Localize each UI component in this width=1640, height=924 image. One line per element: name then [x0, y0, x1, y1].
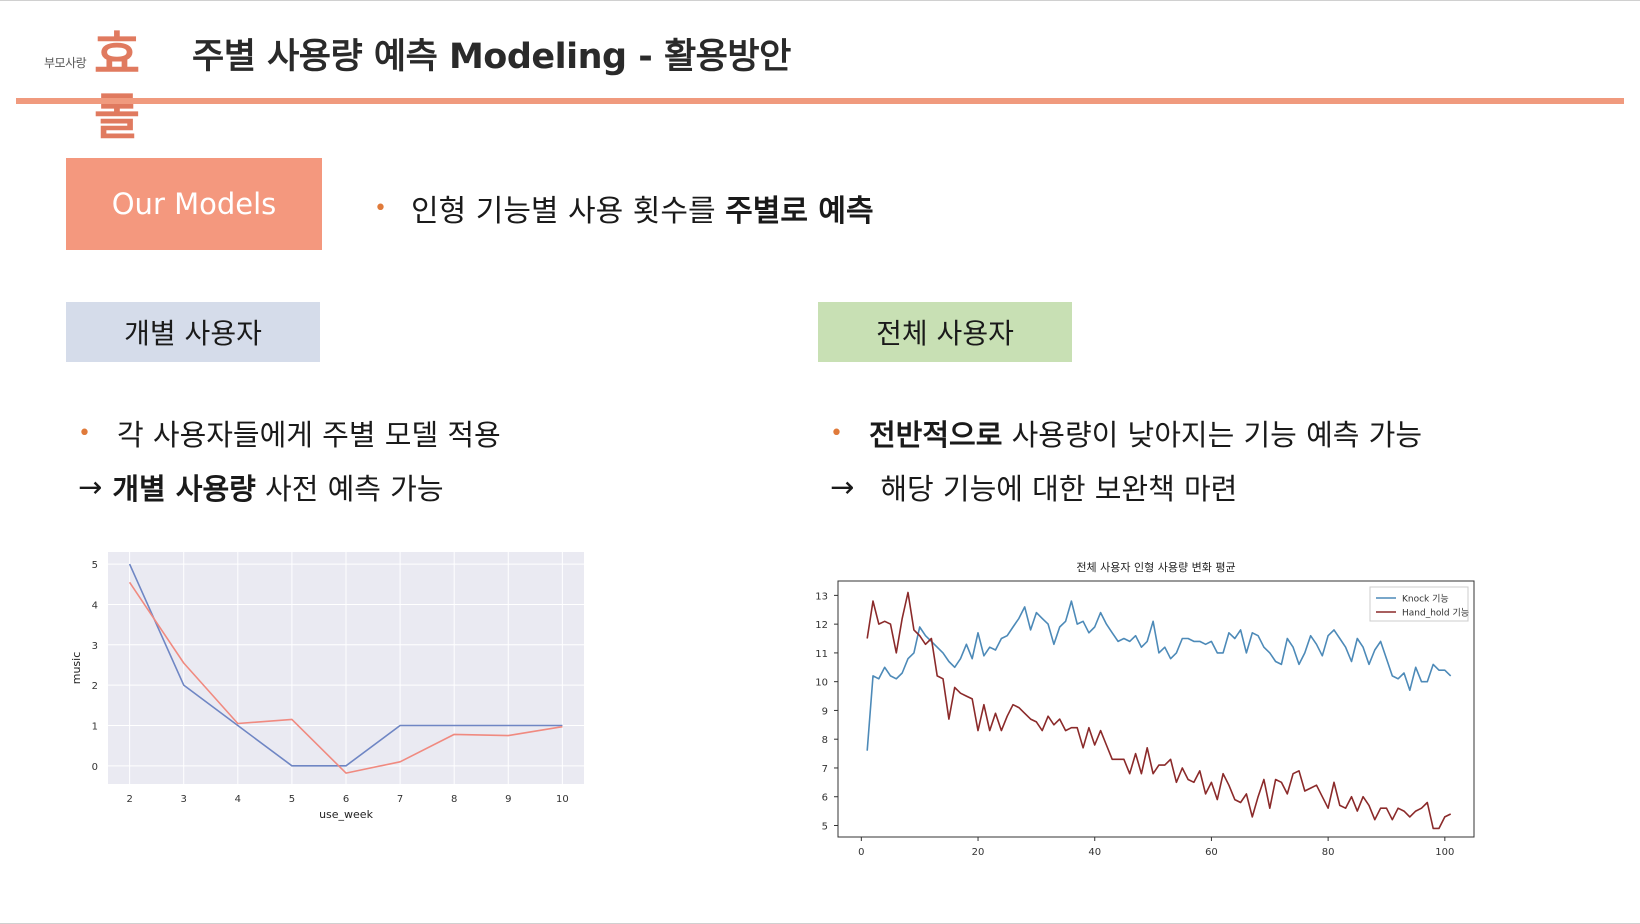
y-tick-label: 8: [822, 735, 828, 746]
all-users-label-text: 전체 사용자: [876, 317, 1014, 350]
y-tick-label: 4: [92, 600, 98, 611]
series-line-2: [128, 581, 563, 774]
y-tick-label: 13: [815, 591, 828, 602]
models-text-bold: 주별로 예측: [725, 194, 874, 229]
arrow-icon: →: [78, 470, 103, 504]
x-tick-label: 7: [397, 794, 403, 805]
all-line-1-bold: 전반적으로: [868, 418, 1003, 452]
plot-frame: [837, 580, 1475, 838]
legend-label-2: Hand_hold 기능: [1402, 608, 1469, 619]
individual-user-label-text: 개별 사용자: [124, 317, 262, 350]
x-tick-label: 4: [235, 794, 241, 805]
models-description: • 인형 기능별 사용 횟수를 주별로 예측: [374, 186, 874, 230]
y-axis-label: music: [70, 652, 83, 685]
bullet-icon: •: [374, 195, 387, 221]
y-tick-label: 5: [822, 821, 828, 832]
header-divider: [16, 98, 1624, 104]
x-tick-label: 80: [1322, 847, 1335, 858]
all-line-1: • 전반적으로 사용량이 낮아지는 기능 예측 가능: [830, 412, 1422, 454]
y-tick-label: 12: [815, 620, 828, 631]
all-line-1-rest: 사용량이 낮아지는 기능 예측 가능: [1002, 418, 1423, 452]
models-text: 인형 기능별 사용 횟수를 주별로 예측: [411, 186, 874, 230]
page-title: 주별 사용량 예측 Modeling - 활용방안: [192, 37, 791, 77]
series-line-1: [128, 563, 563, 767]
chart-title: 전체 사용자 인형 사용량 변화 평균: [1076, 561, 1235, 574]
arrow-icon: →: [830, 470, 855, 504]
individual-prediction-chart-svg: 2345678910012345128319_pred: musicuse_we…: [70, 552, 584, 821]
x-tick-label: 20: [972, 847, 985, 858]
all-line-1-text: 전반적으로 사용량이 낮아지는 기능 예측 가능: [869, 412, 1422, 454]
y-tick-label: 3: [92, 641, 98, 652]
x-tick-label: 6: [343, 794, 349, 805]
y-tick-label: 2: [92, 681, 98, 692]
x-tick-label: 5: [289, 794, 295, 805]
y-tick-label: 1: [92, 721, 98, 732]
individual-line-1: • 각 사용자들에게 주별 모델 적용: [78, 412, 501, 454]
logo-text: 효돌: [94, 26, 140, 146]
our-models-label: Our Models: [111, 187, 277, 221]
x-tick-label: 100: [1435, 847, 1454, 858]
y-tick-label: 6: [822, 793, 828, 804]
individual-line-2-text: 개별 사용량 사전 예측 가능: [112, 466, 443, 508]
x-tick-label: 3: [181, 794, 187, 805]
y-tick-label: 10: [815, 678, 828, 689]
x-tick-label: 8: [451, 794, 457, 805]
logo-subtitle: 부모사랑: [44, 56, 87, 70]
legend-box: [1369, 586, 1469, 622]
individual-line-2-bold: 개별 사용량: [112, 472, 256, 506]
x-tick-label: 40: [1088, 847, 1101, 858]
legend-label-1: Knock 기능: [1402, 594, 1449, 605]
x-tick-label: 9: [505, 794, 511, 805]
bullet-icon: •: [830, 420, 843, 446]
y-tick-label: 9: [822, 706, 828, 717]
top-frame-line: [0, 0, 1640, 1]
y-tick-label: 0: [92, 762, 98, 773]
y-tick-label: 5: [92, 560, 98, 571]
all-users-label: 전체 사용자: [818, 302, 1072, 362]
x-tick-label: 60: [1205, 847, 1218, 858]
models-text-prefix: 인형 기능별 사용 횟수를: [410, 194, 726, 229]
x-axis-label: use_week: [319, 808, 374, 821]
x-tick-label: 2: [126, 794, 132, 805]
individual-line-2-rest: 사전 예측 가능: [255, 472, 444, 506]
series-line-1: [866, 600, 1452, 751]
individual-user-label: 개별 사용자: [66, 302, 320, 362]
all-line-2: → 해당 기능에 대한 보완책 마련: [830, 466, 1237, 508]
series-line-2: [866, 591, 1452, 830]
x-tick-label: 10: [556, 794, 569, 805]
bullet-icon: •: [78, 420, 91, 446]
our-models-box: Our Models: [66, 158, 322, 250]
individual-line-2: → 개별 사용량 사전 예측 가능: [78, 466, 444, 508]
x-tick-label: 0: [858, 847, 864, 858]
all-line-2-text: 해당 기능에 대한 보완책 마련: [880, 472, 1238, 506]
individual-line-1-text: 각 사용자들에게 주별 모델 적용: [116, 418, 501, 452]
all-users-average-chart-svg: 0 20 40 60 80 100 5 6 7 8 9 10 11 12 13 전체 사용자 인형 사용량 변…: [815, 561, 1475, 858]
y-tick-label: 11: [815, 649, 828, 660]
y-tick-label: 7: [822, 764, 828, 775]
all-users-average-chart: 0 20 40 60 80 100 5 6 7 8 9 10 11 12 13 전체 사용자 인형 사용량 변…: [800, 556, 1490, 866]
hyodol-logo: 부모사랑 효돌: [40, 24, 160, 146]
individual-prediction-chart: 2345678910012345128319_pred: musicuse_we…: [70, 552, 630, 862]
